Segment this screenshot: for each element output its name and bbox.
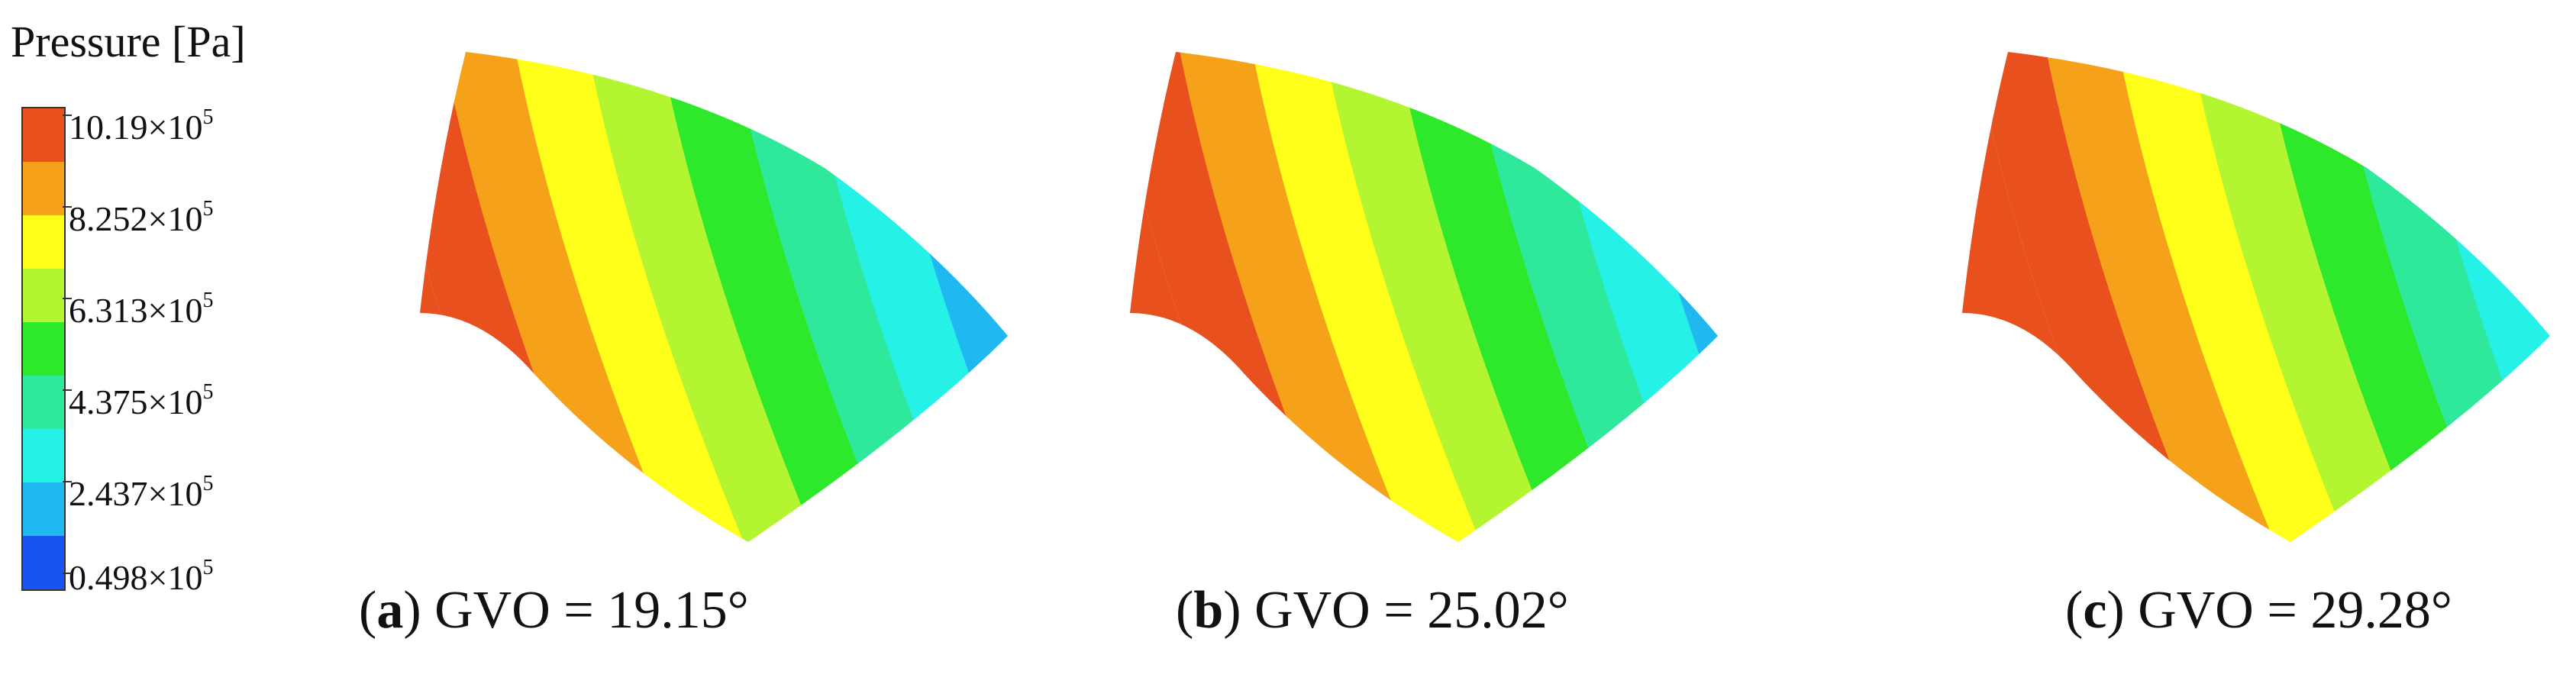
caption-letter: c <box>2083 581 2107 640</box>
tick-exponent: 5 <box>202 380 214 404</box>
times-sign: ×10 <box>147 108 203 147</box>
color-bar <box>21 107 66 591</box>
tick-exponent: 5 <box>202 105 214 129</box>
color-band-2 <box>23 162 64 215</box>
pressure-bands-b <box>1130 52 1718 542</box>
caption-a: (a) GVO = 19.15° <box>359 580 749 641</box>
color-band-8 <box>23 482 64 536</box>
times-sign: ×10 <box>147 199 203 238</box>
tick-exponent: 5 <box>202 556 214 579</box>
tick-mark <box>63 298 72 299</box>
color-band-3 <box>23 215 64 269</box>
tick-mantissa: 0.498 <box>69 558 148 597</box>
tick-mantissa: 2.437 <box>69 474 148 513</box>
tick-label: 4.375×105 <box>69 373 213 422</box>
caption-paren-open: ( <box>359 581 377 640</box>
times-sign: ×10 <box>147 382 203 421</box>
color-band-5 <box>23 322 64 376</box>
caption-paren-close: ) <box>1223 581 1241 640</box>
tick-mantissa: 8.252 <box>69 199 148 238</box>
caption-c: (c) GVO = 29.28° <box>2065 580 2452 641</box>
tick-label: 6.313×105 <box>69 281 213 331</box>
caption-text: GVO = 29.28° <box>2124 581 2452 640</box>
tick-mark <box>63 573 72 574</box>
tick-label: 10.19×105 <box>69 98 213 147</box>
tick-label: 0.498×105 <box>69 548 213 598</box>
pressure-band <box>1321 52 1570 542</box>
pressure-band <box>657 52 906 542</box>
tick-label: 2.437×105 <box>69 464 213 514</box>
times-sign: ×10 <box>147 558 203 597</box>
color-band-6 <box>23 376 64 429</box>
times-sign: ×10 <box>147 291 203 330</box>
tick-mantissa: 10.19 <box>69 108 148 147</box>
pressure-band <box>1683 52 1718 542</box>
color-band-9 <box>23 536 64 589</box>
caption-letter: a <box>376 581 404 640</box>
pressure-band <box>1248 52 1498 542</box>
pressure-bands-a <box>420 52 1008 542</box>
tick-exponent: 5 <box>202 472 214 495</box>
pressure-bands-c <box>1962 46 2565 550</box>
pressure-band <box>2042 52 2292 542</box>
tick-mark <box>63 206 72 208</box>
caption-text: GVO = 25.02° <box>1241 581 1569 640</box>
times-sign: ×10 <box>147 474 203 513</box>
pressure-band <box>1970 52 2219 542</box>
caption-b: (b) GVO = 25.02° <box>1176 580 1569 641</box>
color-band-7 <box>23 429 64 482</box>
blade-contour-a <box>420 52 1008 542</box>
pressure-band <box>439 52 689 542</box>
caption-letter: b <box>1193 581 1224 640</box>
pressure-band <box>584 52 834 542</box>
legend-title: Pressure [Pa] <box>11 17 246 66</box>
tick-mantissa: 6.313 <box>69 291 148 330</box>
tick-exponent: 5 <box>202 289 214 312</box>
pressure-band <box>1393 52 1643 542</box>
caption-paren-close: ) <box>2106 581 2125 640</box>
caption-text: GVO = 19.15° <box>421 581 749 640</box>
color-band-1 <box>23 108 64 162</box>
color-band-4 <box>23 269 64 322</box>
tick-mark <box>63 481 72 482</box>
pressure-band <box>2550 46 2565 550</box>
tick-exponent: 5 <box>202 197 214 221</box>
pressure-band <box>2187 52 2437 542</box>
tick-mark <box>63 115 72 116</box>
tick-label: 8.252×105 <box>69 189 213 239</box>
pressure-band <box>2115 52 2365 542</box>
caption-paren-close: ) <box>403 581 421 640</box>
caption-paren-open: ( <box>1176 581 1194 640</box>
pressure-band <box>512 52 761 542</box>
caption-paren-open: ( <box>2065 581 2084 640</box>
blade-contour-b <box>1130 52 1718 542</box>
blade-contour-c <box>1962 46 2565 550</box>
pressure-band <box>1176 52 1425 542</box>
tick-mark <box>63 389 72 391</box>
tick-mantissa: 4.375 <box>69 382 148 421</box>
